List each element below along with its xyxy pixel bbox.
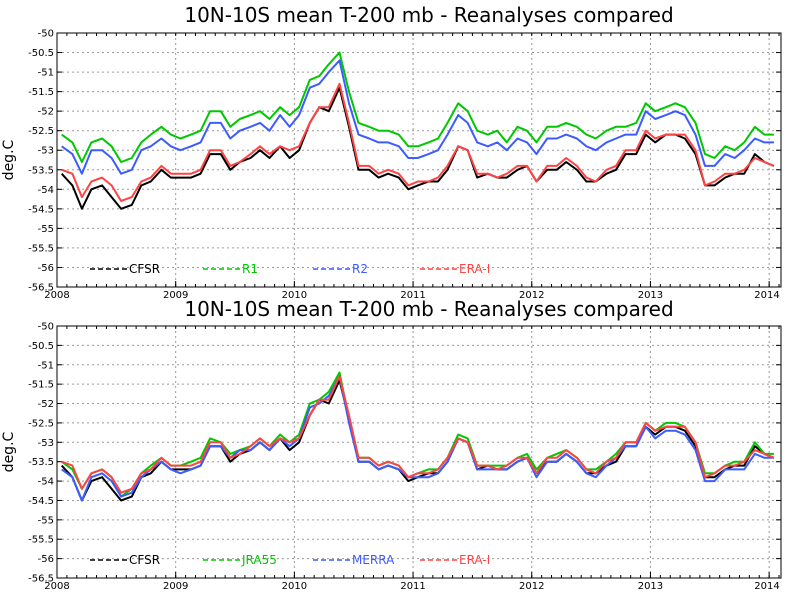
- y-tick-label: -53: [38, 438, 54, 449]
- legend-label-jra55: JRA55: [241, 553, 277, 567]
- series-line-r1: [61, 51, 774, 163]
- x-tick-label: 2012: [519, 290, 544, 301]
- x-tick-label: 2012: [519, 581, 544, 592]
- y-tick-label: -53: [38, 146, 54, 157]
- chart-panel-2: 10N-10S mean T-200 mb - Reanalyses compa…: [1, 297, 782, 592]
- x-tick-label: 2011: [400, 290, 425, 301]
- x-tick-label: 2014: [754, 290, 779, 301]
- y-tick-label: -56: [38, 554, 54, 565]
- y-tick-label: -53.5: [28, 165, 54, 176]
- series-line-era-i: [61, 82, 775, 202]
- legend: CFSR R1 R2 ERA-I: [90, 262, 490, 276]
- y-tick-label: -51: [38, 360, 54, 371]
- y-tick-label: -54.5: [28, 496, 54, 507]
- plot-frame: [56, 32, 782, 288]
- series-line-era-i: [61, 375, 775, 494]
- series-line-cfsr: [60, 86, 775, 210]
- legend-label-cfsr: CFSR: [129, 553, 160, 567]
- legend-label-era-i: ERA-I: [459, 262, 490, 276]
- y-tick-label: -50: [38, 29, 54, 40]
- legend-label-r2: R2: [352, 262, 368, 276]
- legend-label-r1: R1: [242, 262, 258, 276]
- grid-lines: [57, 326, 781, 578]
- series-line-r2: [61, 59, 774, 175]
- y-tick-label: -55.5: [28, 535, 54, 546]
- legend-label-merra: MERRA: [352, 553, 395, 567]
- x-tick-label: 2009: [163, 290, 188, 301]
- x-tick-label: 2008: [44, 581, 69, 592]
- y-axis-label: deg.C: [1, 431, 17, 472]
- y-tick-label: -56: [38, 263, 54, 274]
- y-tick-label: -53.5: [28, 457, 54, 468]
- chart-title: 10N-10S mean T-200 mb - Reanalyses compa…: [184, 3, 673, 27]
- y-tick-label: -52.5: [28, 418, 54, 429]
- x-tick-label: 2008: [44, 290, 69, 301]
- x-tick-label: 2010: [282, 290, 307, 301]
- y-tick-label: -50: [38, 322, 54, 333]
- y-tick-label: -51: [38, 68, 54, 79]
- x-tick-label: 2014: [754, 581, 779, 592]
- y-tick-label: -55: [38, 224, 54, 235]
- legend-label-era-i: ERA-I: [459, 553, 490, 567]
- y-tick-label: -51.5: [28, 87, 54, 98]
- y-tick-label: -50.5: [28, 341, 54, 352]
- grid-lines: [57, 33, 781, 287]
- y-tick-label: -54.5: [28, 204, 54, 215]
- y-tick-label: -54: [38, 477, 54, 488]
- x-tick-label: 2009: [163, 581, 188, 592]
- chart-title: 10N-10S mean T-200 mb - Reanalyses compa…: [184, 297, 673, 321]
- series-line-cfsr: [60, 379, 775, 502]
- y-tick-label: -51.5: [28, 380, 54, 391]
- y-tick-label: -55.5: [28, 243, 54, 254]
- chart-panel-1: 10N-10S mean T-200 mb - Reanalyses compa…: [1, 3, 782, 301]
- y-tick-label: -52: [38, 399, 54, 410]
- y-axis-label: deg.C: [1, 139, 17, 180]
- y-tick-label: -52: [38, 107, 54, 118]
- series-line-merra: [61, 375, 774, 502]
- x-tick-label: 2010: [282, 581, 307, 592]
- x-tick-label: 2011: [400, 581, 425, 592]
- y-tick-label: -50.5: [28, 48, 54, 59]
- y-tick-label: -55: [38, 515, 54, 526]
- x-tick-label: 2013: [638, 290, 663, 301]
- plot-frame: [56, 325, 782, 579]
- y-tick-label: -52.5: [28, 126, 54, 137]
- y-tick-label: -56.5: [28, 283, 54, 294]
- x-tick-label: 2013: [638, 581, 663, 592]
- y-tick-label: -54: [38, 185, 54, 196]
- legend-label-cfsr: CFSR: [129, 262, 160, 276]
- y-tick-label: -56.5: [28, 574, 54, 585]
- legend: CFSR JRA55 MERRA ERA-I: [90, 553, 490, 567]
